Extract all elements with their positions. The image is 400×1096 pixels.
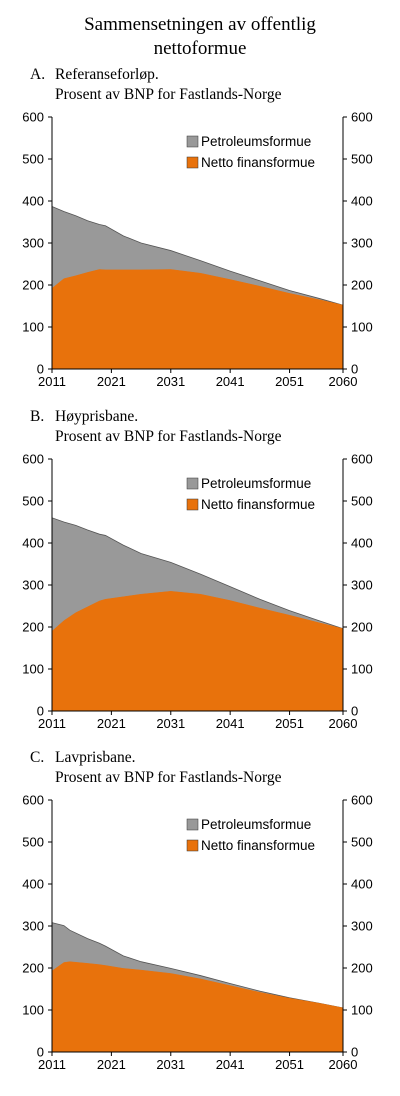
panel-b-ytick-label-right-100: 100 — [351, 662, 373, 677]
panel-b-ytick-label-left-200: 200 — [22, 620, 44, 635]
panel-a-legend-swatch-netto-finansformue — [186, 156, 199, 169]
panel-b-xtick-label-2021: 2021 — [97, 716, 126, 731]
panel-b-ytick-label-left-0: 0 — [37, 704, 44, 719]
panel-c-ytick-label-right-400: 400 — [351, 877, 373, 892]
panel-b-ytick-label-right-0: 0 — [351, 704, 358, 719]
panel-a-ytick-label-left-0: 0 — [37, 362, 44, 377]
panel-b-subtitle-line-1: Høyprisbane. — [55, 408, 138, 425]
panel-a-xtick-label-2051: 2051 — [275, 374, 304, 389]
panel-a-ytick-label-left-600: 600 — [22, 110, 44, 125]
panel-c-ytick-label-right-0: 0 — [351, 1045, 358, 1060]
panel-b-ytick-label-left-600: 600 — [22, 452, 44, 467]
panel-c-label: C. — [30, 749, 44, 766]
panel-b-ytick-label-right-300: 300 — [351, 578, 373, 593]
panel-c-ytick-label-right-500: 500 — [351, 835, 373, 850]
panel-a-ytick-label-right-0: 0 — [351, 362, 358, 377]
panel-a-ytick-label-left-100: 100 — [22, 320, 44, 335]
panel-a-ytick-label-left-200: 200 — [22, 278, 44, 293]
panel-c-xtick-label-2011: 2011 — [38, 1057, 66, 1072]
panel-c-ytick-label-left-600: 600 — [22, 793, 44, 808]
panel-b: B. Høyprisbane. Prosent av BNP for Fastlan… — [22, 408, 372, 731]
panel-b-ytick-label-right-500: 500 — [351, 494, 373, 509]
panel-a-ytick-label-right-100: 100 — [351, 320, 373, 335]
panel-b-ytick-label-left-400: 400 — [22, 536, 44, 551]
panel-a-ytick-label-left-400: 400 — [22, 194, 44, 209]
panel-c-subtitle-line-1: Lavprisbane. — [55, 749, 135, 766]
panel-a-ytick-label-right-300: 300 — [351, 236, 373, 251]
panel-b-legend-label-netto-finansformue: Netto finansformue — [201, 497, 315, 512]
panel-a-label: A. — [30, 66, 45, 83]
figure-title-line-1: Sammensetningen av offentlig — [84, 14, 316, 35]
panel-b-ytick-label-right-200: 200 — [351, 620, 373, 635]
panel-b-legend-label-petroleumsformue: Petroleumsformue — [201, 476, 311, 491]
panel-a-ytick-label-left-300: 300 — [22, 236, 44, 251]
panel-b-ytick-label-left-500: 500 — [22, 494, 44, 509]
panel-b-label: B. — [30, 408, 44, 425]
panel-c-ytick-label-right-600: 600 — [351, 793, 373, 808]
panel-a-ytick-label-right-600: 600 — [351, 110, 373, 125]
panel-b-xtick-label-2031: 2031 — [156, 716, 185, 731]
panel-b-subtitle-line-2: Prosent av BNP for Fastlands-Norge — [55, 428, 282, 445]
panel-c-legend-swatch-petroleumsformue — [186, 818, 199, 831]
panel-a-xtick-label-2060: 2060 — [329, 374, 358, 389]
panel-b-legend-swatch-petroleumsformue — [186, 477, 199, 490]
panel-c-xtick-label-2031: 2031 — [156, 1057, 185, 1072]
panel-c-ytick-label-left-300: 300 — [22, 919, 44, 934]
panel-a-ytick-label-right-500: 500 — [351, 152, 373, 167]
panel-a-legend-label-netto-finansformue: Netto finansformue — [201, 155, 315, 170]
panel-a-ytick-label-right-400: 400 — [351, 194, 373, 209]
panel-c-xtick-label-2041: 2041 — [216, 1057, 245, 1072]
panel-b-ytick-label-left-300: 300 — [22, 578, 44, 593]
panel-c-ytick-label-right-100: 100 — [351, 1003, 373, 1018]
panel-c: C. Lavprisbane. Prosent av BNP for Fastlan… — [22, 749, 372, 1072]
panel-b-ytick-label-right-600: 600 — [351, 452, 373, 467]
panel-c-ytick-label-right-200: 200 — [351, 961, 373, 976]
panel-c-ytick-label-left-0: 0 — [37, 1045, 44, 1060]
panel-c-legend-label-netto-finansformue: Netto finansformue — [201, 838, 315, 853]
panel-c-legend-swatch-netto-finansformue — [186, 839, 199, 852]
panel-b-xtick-label-2011: 2011 — [38, 716, 66, 731]
panel-b-xtick-label-2041: 2041 — [216, 716, 245, 731]
panel-c-legend-label-petroleumsformue: Petroleumsformue — [201, 817, 311, 832]
panel-c-xtick-label-2021: 2021 — [97, 1057, 126, 1072]
panel-c-subtitle-line-2: Prosent av BNP for Fastlands-Norge — [55, 769, 282, 786]
panel-a-legend-label-petroleumsformue: Petroleumsformue — [201, 134, 311, 149]
panel-a-area-netto-finansformue — [51, 269, 344, 370]
panel-c-xtick-label-2060: 2060 — [329, 1057, 358, 1072]
panel-c-area-netto-finansformue — [51, 961, 344, 1053]
panel-b-area-netto-finansformue — [51, 591, 344, 712]
panel-a: A. Referanseforløp. Prosent av BNP for Fas… — [22, 66, 372, 389]
panel-a-ytick-label-right-200: 200 — [351, 278, 373, 293]
panel-b-xtick-label-2060: 2060 — [329, 716, 358, 731]
panel-b-ytick-label-left-100: 100 — [22, 662, 44, 677]
figure-title-line-2: nettoformue — [154, 38, 247, 59]
panel-a-xtick-label-2011: 2011 — [38, 374, 66, 389]
panel-a-subtitle-line-2: Prosent av BNP for Fastlands-Norge — [55, 86, 282, 103]
panel-b-legend-swatch-netto-finansformue — [186, 498, 199, 511]
panel-c-ytick-label-left-400: 400 — [22, 877, 44, 892]
panel-c-ytick-label-left-100: 100 — [22, 1003, 44, 1018]
panel-a-xtick-label-2021: 2021 — [97, 374, 126, 389]
panel-b-ytick-label-right-400: 400 — [351, 536, 373, 551]
panel-b-xtick-label-2051: 2051 — [275, 716, 304, 731]
panel-c-ytick-label-left-200: 200 — [22, 961, 44, 976]
panel-a-xtick-label-2031: 2031 — [156, 374, 185, 389]
panel-c-ytick-label-right-300: 300 — [351, 919, 373, 934]
panel-a-subtitle-line-1: Referanseforløp. — [55, 66, 159, 83]
panel-a-legend-swatch-petroleumsformue — [186, 135, 199, 148]
panel-a-xtick-label-2041: 2041 — [216, 374, 245, 389]
panel-c-ytick-label-left-500: 500 — [22, 835, 44, 850]
panel-a-ytick-label-left-500: 500 — [22, 152, 44, 167]
panel-c-xtick-label-2051: 2051 — [275, 1057, 304, 1072]
